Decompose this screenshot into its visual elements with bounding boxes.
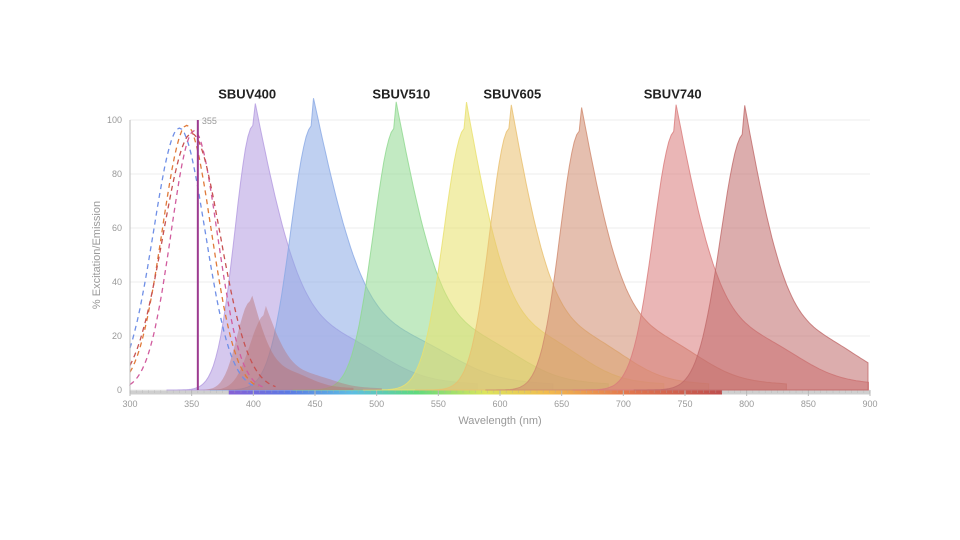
x-tick-label: 650 xyxy=(554,399,569,409)
series-label-sbuv400: SBUV400 xyxy=(218,86,276,101)
x-tick-label: 450 xyxy=(307,399,322,409)
y-tick-label: 80 xyxy=(112,169,122,179)
y-tick-label: 60 xyxy=(112,223,122,233)
x-tick-label: 500 xyxy=(369,399,384,409)
x-tick-label: 750 xyxy=(677,399,692,409)
y-tick-label: 100 xyxy=(107,115,122,125)
chart-svg: 0 20 40 60 80 100 300 350 400 450 500 550 600 650 700 7… xyxy=(90,70,890,450)
x-tick-label: 800 xyxy=(739,399,754,409)
x-tick-label: 350 xyxy=(184,399,199,409)
x-axis-label: Wavelength (nm) xyxy=(458,415,541,427)
x-tick-label: 900 xyxy=(862,399,877,409)
series-label-sbuv740: SBUV740 xyxy=(644,86,702,101)
x-tick-label: 600 xyxy=(492,399,507,409)
x-tick-label: 850 xyxy=(801,399,816,409)
x-tick-label: 550 xyxy=(431,399,446,409)
x-tick-label: 700 xyxy=(616,399,631,409)
laser-line-label: 355 xyxy=(202,116,217,126)
y-tick-label: 0 xyxy=(117,385,122,395)
spectra-chart: 0 20 40 60 80 100 300 350 400 450 500 550 600 650 700 7… xyxy=(90,70,890,450)
y-tick-label: 40 xyxy=(112,277,122,287)
x-tick-label: 400 xyxy=(246,399,261,409)
x-tick-label: 300 xyxy=(122,399,137,409)
y-tick-label: 20 xyxy=(112,331,122,341)
series-label-sbuv605: SBUV605 xyxy=(483,86,541,101)
y-axis-label: % Excitation/Emission xyxy=(91,201,103,309)
series-label-sbuv510: SBUV510 xyxy=(372,86,430,101)
